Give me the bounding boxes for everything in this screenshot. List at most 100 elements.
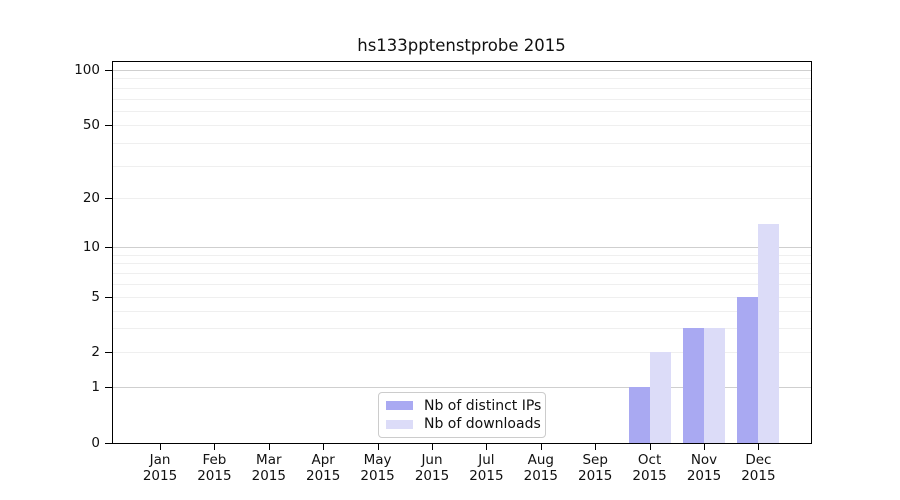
bar-distinct-ips-oct [628, 387, 650, 443]
gridline-minor [112, 284, 811, 286]
x-tick-month: May [363, 452, 392, 468]
x-tick-year: 2015 [197, 468, 232, 484]
x-tick-label-jul: Jul 2015 [454, 452, 518, 484]
x-tick-year: 2015 [523, 468, 558, 484]
y-tick-label-10: 10 [82, 239, 100, 256]
x-tick-month: Apr [311, 452, 335, 468]
x-tick [377, 444, 379, 450]
x-tick [540, 444, 542, 450]
x-tick [649, 444, 651, 450]
y-tick [105, 443, 112, 444]
legend-item-downloads: Nb of downloads [386, 416, 541, 433]
x-tick-year: 2015 [414, 468, 450, 484]
x-tick-month: Dec [745, 452, 772, 468]
gridline-minor [112, 143, 811, 145]
x-tick-month: Nov [690, 452, 718, 468]
gridline-major [112, 70, 811, 71]
legend-label-distinct-ips: Nb of distinct IPs [424, 397, 542, 414]
gridline-minor [112, 125, 811, 127]
x-tick-month: Aug [527, 452, 554, 468]
legend-swatch-downloads [386, 419, 413, 429]
x-tick-label-jun: Jun 2015 [400, 452, 464, 484]
x-tick-label-dec: Dec 2015 [726, 452, 790, 484]
x-tick-label-nov: Nov 2015 [672, 452, 736, 484]
x-tick-year: 2015 [306, 468, 341, 484]
legend-label-downloads: Nb of downloads [424, 416, 541, 433]
spine-top [112, 61, 812, 62]
y-tick-label-20: 20 [82, 190, 100, 207]
legend: Nb of distinct IPs Nb of downloads [378, 392, 546, 438]
y-tick-label-5: 5 [91, 289, 100, 306]
x-tick-month: Mar [256, 452, 282, 468]
spine-right [811, 61, 812, 444]
gridline-major [112, 247, 811, 249]
y-tick [105, 198, 112, 200]
x-tick [704, 444, 705, 450]
y-tick-label-1: 1 [91, 379, 100, 396]
gridline-minor [112, 254, 811, 256]
gridline-minor [112, 352, 811, 354]
x-tick [214, 444, 216, 450]
x-tick [432, 444, 433, 450]
x-tick-month: Jul [478, 452, 495, 468]
x-tick-year: 2015 [632, 468, 667, 484]
bar-downloads-oct [649, 352, 671, 443]
legend-item-distinct-ips: Nb of distinct IPs [386, 397, 542, 414]
gridline-minor [112, 198, 811, 200]
gridline-minor [112, 110, 811, 112]
gridline-minor [112, 328, 811, 329]
bar-distinct-ips-nov [683, 328, 704, 443]
x-tick-month: Oct [637, 452, 662, 468]
x-tick-year: 2015 [251, 468, 286, 484]
x-tick [268, 444, 270, 450]
x-tick [486, 444, 488, 450]
gridline-minor [112, 166, 811, 167]
gridline-minor [112, 273, 811, 274]
bar-downloads-dec [758, 223, 780, 443]
x-tick-month: Jan [149, 452, 171, 468]
x-tick-year: 2015 [578, 468, 613, 484]
x-tick-label-aug: Aug 2015 [509, 452, 573, 484]
gridline-minor [112, 78, 811, 80]
y-tick-label-0: 0 [91, 435, 100, 451]
x-tick-label-sep: Sep 2015 [563, 452, 627, 484]
bar-distinct-ips-dec [737, 297, 759, 443]
gridline-minor [112, 297, 811, 299]
y-tick-label-50: 50 [82, 117, 100, 134]
gridline-minor [112, 87, 811, 89]
x-tick [160, 444, 161, 450]
x-tick-label-oct: Oct 2015 [618, 452, 682, 484]
gridline-minor [112, 310, 811, 312]
x-tick-label-mar: Mar 2015 [237, 452, 301, 484]
x-tick-label-may: May 2015 [346, 452, 410, 484]
y-tick [105, 352, 112, 354]
y-tick [105, 125, 112, 127]
x-tick-year: 2015 [741, 468, 776, 484]
y-tick-label-2: 2 [91, 344, 100, 361]
x-tick [323, 444, 325, 450]
x-tick-year: 2015 [686, 468, 722, 484]
y-tick [105, 387, 112, 389]
spine-left [112, 61, 113, 444]
x-tick-label-jan: Jan 2015 [128, 452, 192, 484]
gridline-minor [112, 263, 811, 265]
x-tick [758, 444, 760, 450]
y-tick [105, 70, 112, 71]
x-tick-year: 2015 [360, 468, 395, 484]
x-tick-year: 2015 [469, 468, 504, 484]
gridline-major [112, 387, 811, 389]
bar-downloads-nov [704, 328, 725, 443]
spine-bottom [112, 443, 812, 444]
chart-title: hs133pptenstprobe 2015 [357, 36, 566, 55]
gridline-minor [112, 98, 811, 100]
y-tick-label-100: 100 [74, 62, 100, 78]
x-tick-month: Sep [582, 452, 608, 468]
y-tick [105, 297, 112, 299]
x-tick-label-feb: Feb 2015 [182, 452, 246, 484]
y-tick [105, 247, 112, 249]
x-tick-label-apr: Apr 2015 [291, 452, 355, 484]
x-tick-month: Feb [202, 452, 227, 468]
x-tick-year: 2015 [142, 468, 178, 484]
legend-swatch-distinct-ips [386, 401, 413, 411]
